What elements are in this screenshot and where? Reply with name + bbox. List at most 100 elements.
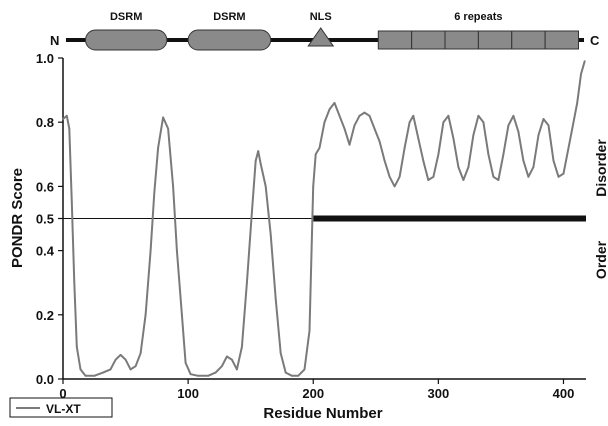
data-point <box>472 134 475 136</box>
data-point <box>403 147 406 149</box>
data-point <box>542 118 545 120</box>
data-point <box>114 358 117 361</box>
data-point <box>254 159 257 162</box>
domain-shapes: DSRM DSRM NLS 6 repeats <box>85 11 579 51</box>
data-point <box>412 114 415 117</box>
repeat-segment <box>411 30 446 50</box>
data-point <box>139 352 142 355</box>
data-point <box>373 127 376 130</box>
data-point <box>422 159 425 162</box>
repeat-segment <box>444 30 479 50</box>
data-point <box>378 140 381 143</box>
series-points <box>62 60 586 377</box>
data-point <box>323 121 326 124</box>
data-point <box>84 374 87 377</box>
legend-entry-vl-xt: VL-XT <box>46 402 81 416</box>
y-tick-label: 0.8 <box>36 115 54 130</box>
data-point <box>517 130 520 133</box>
y-tick-label: 0.2 <box>36 308 54 323</box>
data-point <box>482 121 485 124</box>
data-point <box>417 137 420 140</box>
data-point <box>580 73 582 75</box>
data-point <box>284 371 287 374</box>
data-point <box>314 153 317 156</box>
nls-triangle-shape <box>307 27 335 47</box>
data-point <box>221 365 223 368</box>
data-point <box>572 121 575 124</box>
data-point <box>437 153 440 156</box>
data-point <box>197 374 200 377</box>
legend: VL-XT <box>9 397 113 418</box>
y-tick-label: 1.0 <box>36 51 54 66</box>
data-point <box>537 134 540 136</box>
data-point <box>502 153 505 156</box>
data-point <box>119 354 122 356</box>
data-point <box>62 118 64 120</box>
data-point <box>144 313 147 316</box>
data-point <box>246 281 248 284</box>
y-tick-label: 0.6 <box>36 179 54 194</box>
data-point <box>70 201 73 204</box>
repeat-segment <box>377 30 413 50</box>
y-tick-label: 0.0 <box>36 372 54 387</box>
data-point <box>457 166 460 169</box>
order-side-label: Order <box>593 240 608 279</box>
data-point <box>79 368 82 371</box>
data-point <box>236 368 238 371</box>
data-point <box>207 374 210 377</box>
data-point <box>124 358 127 361</box>
domain-label: NLS <box>310 11 332 23</box>
data-point <box>189 373 192 376</box>
data-point <box>75 346 78 348</box>
data-point <box>312 185 315 188</box>
data-point <box>462 179 465 181</box>
data-point <box>557 175 560 178</box>
data-point <box>269 233 272 236</box>
data-point <box>507 124 510 127</box>
data-point <box>308 330 311 332</box>
data-point <box>408 121 411 124</box>
data-point <box>343 127 346 130</box>
data-point <box>532 166 535 169</box>
data-point <box>102 371 104 374</box>
data-point <box>68 127 71 130</box>
data-point <box>134 365 137 368</box>
data-point <box>492 175 495 178</box>
c-terminus-label: C <box>590 33 600 48</box>
data-point <box>368 114 371 117</box>
data-point <box>442 121 445 124</box>
data-point <box>264 185 267 188</box>
data-point <box>447 114 450 117</box>
data-point <box>231 358 233 361</box>
data-point <box>512 114 515 117</box>
dsrm-domain-shape <box>85 29 168 51</box>
data-point <box>214 371 217 374</box>
data-point <box>181 313 183 316</box>
data-point <box>291 374 293 377</box>
data-point <box>497 179 500 181</box>
x-tick-label: 0 <box>59 386 66 401</box>
data-point <box>452 137 455 140</box>
data-point <box>162 116 165 119</box>
data-point <box>562 172 565 175</box>
x-tick-label: 200 <box>302 386 324 401</box>
data-point <box>297 374 300 377</box>
data-point <box>527 175 530 178</box>
domain-label: DSRM <box>213 11 245 23</box>
data-point <box>552 159 555 162</box>
data-point <box>251 211 253 214</box>
data-point <box>153 191 156 194</box>
data-point <box>467 166 470 169</box>
data-point <box>477 114 480 117</box>
data-point <box>93 374 96 377</box>
data-point <box>333 102 336 104</box>
data-point <box>257 150 260 153</box>
data-point <box>363 111 366 114</box>
data-point <box>353 124 356 127</box>
n-terminus-label: N <box>50 33 59 48</box>
data-point <box>167 127 170 130</box>
data-point <box>583 60 586 63</box>
data-point <box>157 147 160 149</box>
y-tick-label: 0.4 <box>36 244 55 259</box>
data-point <box>73 281 76 284</box>
